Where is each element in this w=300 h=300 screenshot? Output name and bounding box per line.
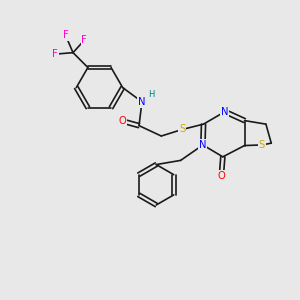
Text: H: H [148,90,155,99]
Text: S: S [259,140,265,150]
Text: F: F [81,35,87,45]
Text: N: N [138,97,146,107]
Text: S: S [179,124,185,134]
Text: F: F [63,30,68,40]
Text: N: N [221,107,229,117]
Text: O: O [119,116,127,126]
Text: F: F [52,49,58,59]
Text: N: N [199,140,207,150]
Text: O: O [218,171,225,181]
